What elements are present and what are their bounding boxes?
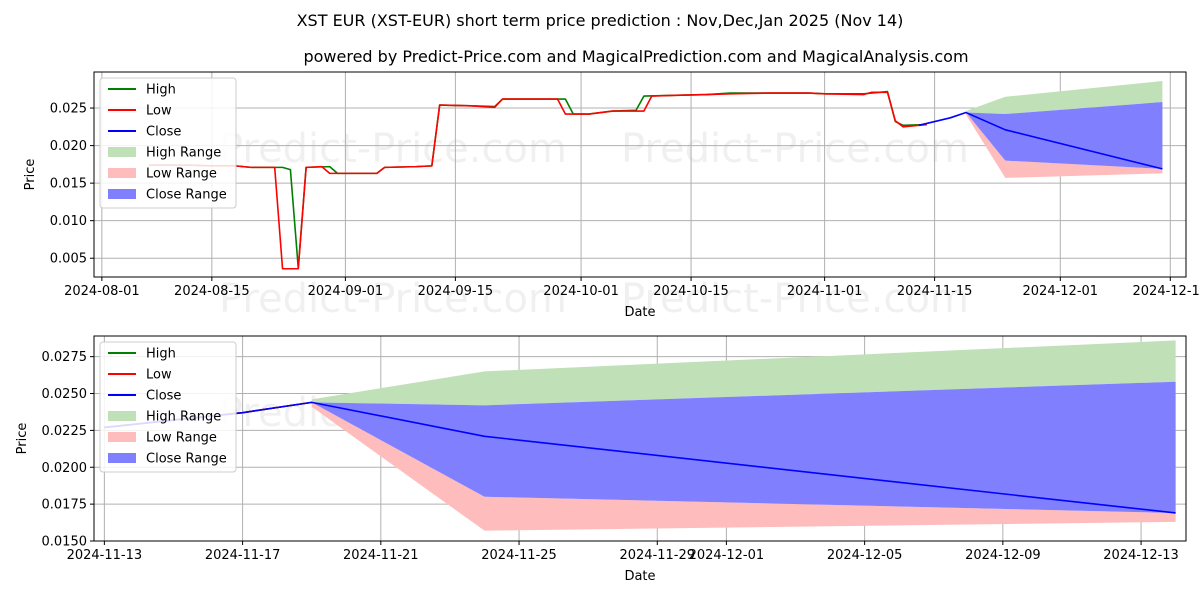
legend-item-high: High bbox=[146, 347, 176, 362]
x-tick-label: 2024-12-09 bbox=[965, 548, 1041, 563]
y-tick-label: 0.0175 bbox=[42, 498, 88, 513]
legend-item-close-range: Close Range bbox=[146, 188, 227, 203]
legend-item-close: Close bbox=[146, 389, 181, 404]
watermark-text: Predict-Price.com bbox=[219, 126, 567, 172]
low-series-line bbox=[148, 91, 927, 270]
legend-swatch-close-range bbox=[108, 453, 136, 463]
legend-swatch-low-range bbox=[108, 432, 136, 442]
watermark-text: Predict-Price.com bbox=[621, 276, 969, 322]
y-tick-label: 0.0200 bbox=[42, 461, 88, 476]
high-range-band bbox=[966, 81, 1163, 115]
x-tick-label: 2024-08-01 bbox=[64, 284, 140, 299]
y-tick-label: 0.0150 bbox=[42, 535, 88, 550]
chart-subtitle: powered by Predict-Price.com and Magical… bbox=[303, 47, 968, 66]
y-tick-label: 0.010 bbox=[50, 214, 87, 229]
watermark-text: Predict-Price.com bbox=[621, 126, 969, 172]
x-tick-label: 2024-12-05 bbox=[827, 548, 903, 563]
legend-item-close: Close bbox=[146, 125, 181, 140]
x-tick-label: 2024-09-01 bbox=[308, 284, 384, 299]
high-series-line bbox=[148, 90, 927, 269]
x-tick-label: 2024-11-17 bbox=[205, 548, 281, 563]
zoom-chart-panel: Predict-Price.comPredict-Price.com2024-1… bbox=[15, 335, 1187, 584]
legend-item-high: High bbox=[146, 83, 176, 98]
x-tick-label: 2024-12-15 bbox=[1133, 284, 1200, 299]
y-axis-label: Price bbox=[15, 423, 30, 455]
legend-swatch-low-range bbox=[108, 168, 136, 178]
x-tick-label: 2024-10-01 bbox=[543, 284, 619, 299]
close-range-band bbox=[966, 102, 1163, 169]
x-tick-label: 2024-12-01 bbox=[689, 548, 765, 563]
x-axis-label: Date bbox=[624, 569, 655, 584]
x-tick-label: 2024-11-15 bbox=[897, 284, 973, 299]
main-chart-panel: Predict-Price.com Predict-Price.com Predic… bbox=[23, 71, 1200, 322]
y-tick-label: 0.015 bbox=[50, 177, 87, 192]
legend-swatch-high-range bbox=[108, 411, 136, 421]
x-tick-label: 2024-11-01 bbox=[787, 284, 863, 299]
x-tick-label: 2024-11-29 bbox=[619, 548, 695, 563]
x-tick-label: 2024-08-15 bbox=[174, 284, 250, 299]
legend-swatch-close-range bbox=[108, 189, 136, 199]
legend-item-high-range: High Range bbox=[146, 410, 221, 425]
x-tick-label: 2024-09-15 bbox=[418, 284, 494, 299]
low-range-band bbox=[966, 112, 1163, 178]
legend-item-close-range: Close Range bbox=[146, 452, 227, 467]
legend-item-low-range: Low Range bbox=[146, 431, 217, 446]
legend-item-low: Low bbox=[146, 368, 172, 383]
x-tick-label: 2024-11-21 bbox=[343, 548, 419, 563]
y-tick-label: 0.025 bbox=[50, 102, 87, 117]
close-range-band bbox=[311, 381, 1176, 513]
legend-item-low: Low bbox=[146, 104, 172, 119]
y-tick-label: 0.0225 bbox=[42, 424, 88, 439]
legend-swatch-high-range bbox=[108, 147, 136, 157]
plot-frame bbox=[93, 335, 1187, 542]
x-axis-label: Date bbox=[624, 305, 655, 320]
y-axis-label: Price bbox=[23, 159, 38, 191]
y-tick-label: 0.020 bbox=[50, 139, 87, 154]
close-series-line bbox=[918, 111, 1163, 170]
x-tick-label: 2024-12-13 bbox=[1103, 548, 1179, 563]
x-tick-label: 2024-12-01 bbox=[1023, 284, 1099, 299]
low-range-band bbox=[311, 402, 1176, 531]
chart-title: XST EUR (XST-EUR) short term price predi… bbox=[297, 11, 904, 30]
y-tick-label: 0.0275 bbox=[42, 350, 88, 365]
y-tick-label: 0.005 bbox=[50, 252, 87, 267]
legend-item-high-range: High Range bbox=[146, 146, 221, 161]
plot-frame bbox=[93, 71, 1187, 278]
watermark-text: Predict-Price.com bbox=[219, 276, 567, 322]
x-tick-label: 2024-11-13 bbox=[67, 548, 143, 563]
x-tick-label: 2024-10-15 bbox=[653, 284, 729, 299]
x-tick-label: 2024-11-25 bbox=[481, 548, 557, 563]
y-tick-label: 0.0250 bbox=[42, 387, 88, 402]
legend-item-low-range: Low Range bbox=[146, 167, 217, 182]
high-range-band bbox=[311, 340, 1176, 406]
